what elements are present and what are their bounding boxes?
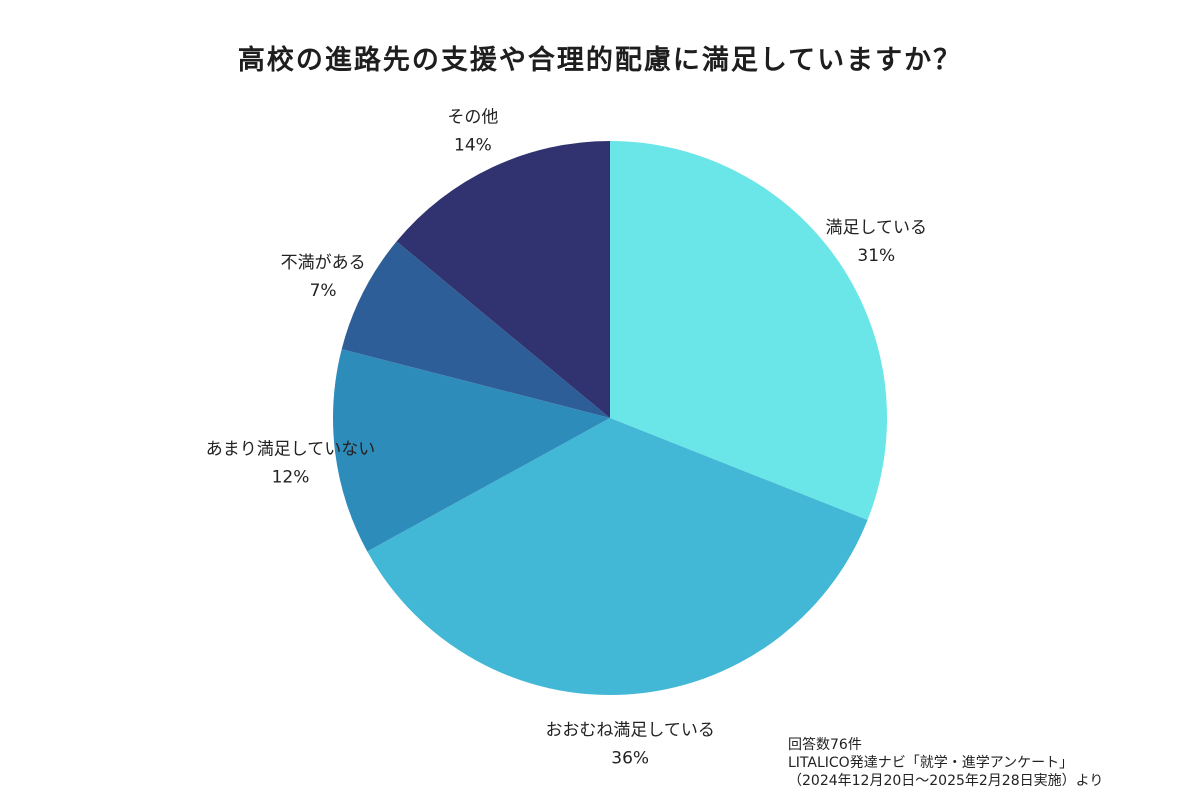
slice-value-label: 7% xyxy=(310,281,337,301)
slice-label-4: 不満がある 7% xyxy=(281,253,366,301)
slice-label-2: おおむね満足している 36% xyxy=(545,720,715,768)
slice-label-3: あまり満足していない 12% xyxy=(206,439,376,487)
slice-category-label: おおむね満足している xyxy=(545,720,715,740)
slice-category-label: 不満がある xyxy=(281,253,366,273)
pie-slice-3 xyxy=(332,349,610,552)
chart-title: 高校の進路先の支援や合理的配慮に満足していますか？ xyxy=(237,45,963,76)
source-note: 回答数76件 LITALICO発達ナビ「就学・進学アンケート」 （2024年12… xyxy=(788,736,1103,790)
pie-slice-4 xyxy=(341,241,610,418)
slice-category-label: 満足している xyxy=(826,218,928,238)
slice-value-label: 12% xyxy=(272,467,310,487)
pie-slice-5 xyxy=(396,141,610,418)
slice-value-label: 36% xyxy=(611,748,649,768)
pie-labels: 満足している 31% おおむね満足している 36% あまり満足していない 12% 不満がある… xyxy=(206,108,927,769)
slice-label-5: その他 14% xyxy=(447,108,498,156)
slice-label-1: 満足している 31% xyxy=(826,218,928,266)
source-response-count: 回答数76件 xyxy=(788,737,862,753)
pie-slice-1 xyxy=(610,141,888,520)
pie-slice-2 xyxy=(367,418,868,696)
slice-category-label: その他 xyxy=(447,108,498,128)
pie-slices xyxy=(332,141,888,696)
source-survey-name: LITALICO発達ナビ「就学・進学アンケート」 xyxy=(788,755,1074,771)
slice-value-label: 14% xyxy=(454,136,492,156)
slice-value-label: 31% xyxy=(857,246,895,266)
slice-category-label: あまり満足していない xyxy=(206,439,376,459)
source-survey-period: （2024年12月20日〜2025年2月28日実施）より xyxy=(788,773,1104,789)
